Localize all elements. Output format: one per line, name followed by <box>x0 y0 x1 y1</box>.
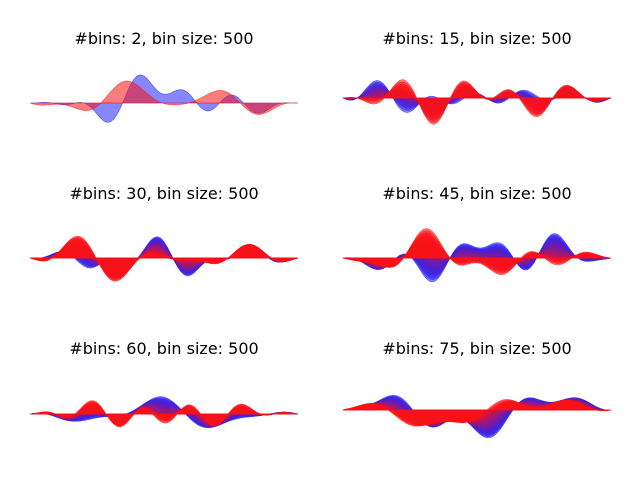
subplot-6: #bins: 75, bin size: 500 <box>342 339 612 439</box>
plot-area <box>342 79 612 125</box>
plot-area <box>29 74 299 123</box>
plot-area <box>342 394 612 439</box>
subplot-title: #bins: 30, bin size: 500 <box>69 184 258 203</box>
subplot-5: #bins: 60, bin size: 500 <box>29 339 299 429</box>
band-layer <box>29 80 299 115</box>
subplot-4: #bins: 45, bin size: 500 <box>342 184 612 283</box>
subplot-title: #bins: 60, bin size: 500 <box>69 339 258 358</box>
subplot-1: #bins: 2, bin size: 500 <box>29 29 299 123</box>
band-layer <box>342 79 612 125</box>
band-layer <box>29 400 299 428</box>
subplot-title: #bins: 45, bin size: 500 <box>382 184 571 203</box>
band-layer <box>342 399 612 427</box>
subplot-2: #bins: 15, bin size: 500 <box>342 29 612 125</box>
band-layer <box>29 235 299 282</box>
subplot-title: #bins: 15, bin size: 500 <box>382 29 571 48</box>
subplot-3: #bins: 30, bin size: 500 <box>29 184 299 282</box>
band-layer <box>342 228 612 276</box>
subplot-title: #bins: 2, bin size: 500 <box>74 29 253 48</box>
subplot-title: #bins: 75, bin size: 500 <box>382 339 571 358</box>
plot-area <box>342 228 612 283</box>
plot-area <box>29 235 299 282</box>
plot-area <box>29 396 299 429</box>
